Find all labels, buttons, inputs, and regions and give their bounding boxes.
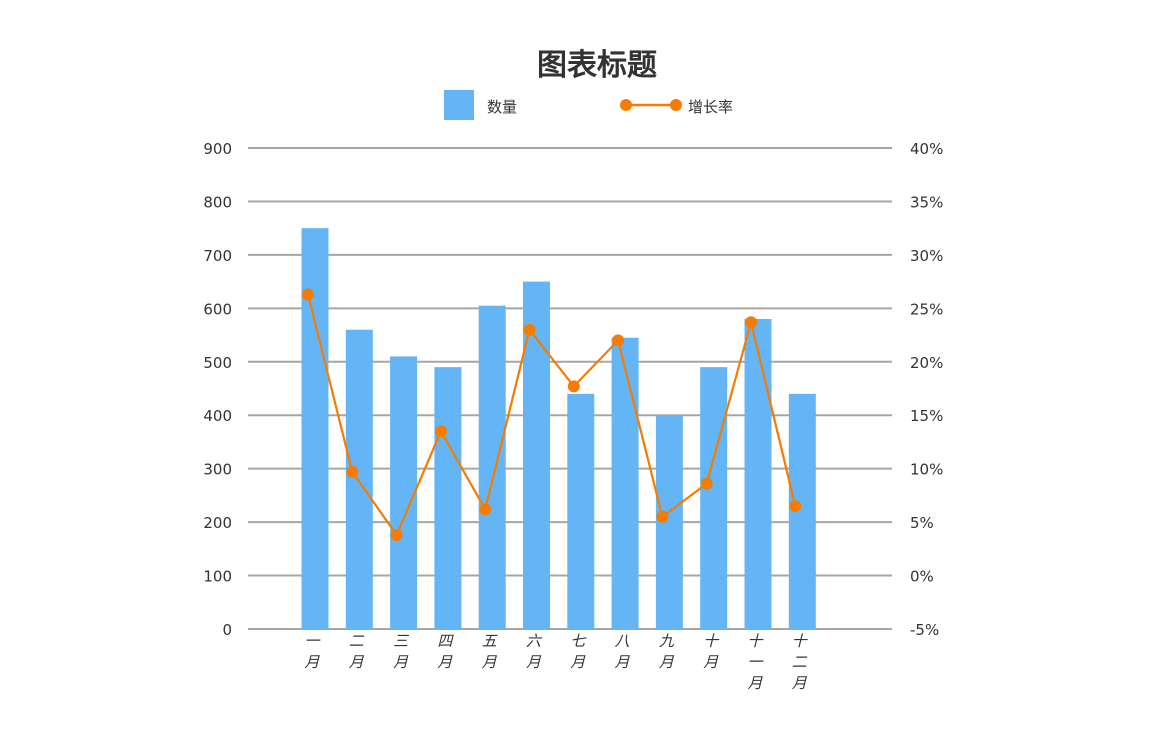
y-axis-right-labels: -5% 0% 5% 10% 15% 20% 25% 30% 35% 40% [910, 140, 943, 639]
y-right-tick-label: 20% [910, 354, 943, 372]
y-right-tick-label: 35% [910, 193, 943, 211]
y-left-tick-label: 300 [203, 461, 232, 479]
line-point [346, 465, 359, 478]
line-point [700, 477, 713, 490]
bar [611, 337, 639, 629]
bar [434, 367, 462, 629]
line-point [567, 380, 580, 393]
x-tick-label: 三月 [393, 632, 409, 671]
y-right-tick-label: 15% [910, 407, 943, 425]
legend-marker-line [670, 99, 682, 111]
y-right-tick-label: -5% [910, 621, 939, 639]
bar [700, 367, 728, 629]
y-left-tick-label: 700 [203, 247, 232, 265]
bar [390, 356, 418, 629]
chart-title: 图表标题 [537, 48, 657, 83]
y-axis-left-labels: 0 100 200 300 400 500 600 700 800 900 [203, 140, 232, 639]
y-right-tick-label: 10% [910, 461, 943, 479]
bar [478, 305, 506, 629]
line-point [302, 288, 314, 301]
bar [301, 228, 329, 629]
y-left-tick-label: 600 [203, 300, 232, 318]
legend-label-bar: 数量 [487, 98, 517, 116]
y-right-tick-label: 0% [910, 568, 934, 586]
y-left-tick-label: 200 [203, 514, 232, 532]
bar [345, 329, 373, 629]
legend-label-line: 增长率 [688, 98, 733, 116]
legend: 数量 增长率 [444, 90, 733, 120]
x-tick-label: 二月 [349, 632, 365, 671]
line-point [612, 334, 625, 347]
x-tick-label: 九月 [659, 632, 675, 671]
x-tick-label: 六月 [526, 632, 543, 671]
bar-series [301, 228, 816, 629]
line-point [656, 510, 669, 523]
y-right-tick-label: 25% [910, 300, 943, 318]
line-series [302, 288, 802, 541]
y-left-tick-label: 500 [203, 354, 232, 372]
x-tick-label: 四月 [437, 632, 454, 671]
y-right-tick-label: 5% [910, 514, 934, 532]
y-left-tick-label: 900 [203, 140, 232, 158]
legend-swatch-bar [444, 90, 474, 120]
x-tick-label: 五月 [482, 632, 498, 671]
y-right-tick-label: 40% [910, 140, 943, 158]
legend-marker-line [620, 99, 632, 111]
y-left-tick-label: 100 [203, 568, 232, 586]
line-point [434, 425, 447, 438]
bar [567, 393, 595, 629]
x-tick-label: 七月 [570, 632, 587, 671]
line-point [523, 323, 536, 336]
x-tick-label: 十二月 [792, 632, 809, 692]
y-left-tick-label: 800 [203, 193, 232, 211]
x-tick-label: 一月 [304, 632, 321, 671]
bar [744, 319, 772, 629]
y-left-tick-label: 0 [222, 621, 232, 639]
line-point [789, 500, 802, 513]
series-line [306, 294, 797, 538]
x-tick-label: 十月 [703, 632, 720, 671]
y-left-tick-label: 400 [203, 407, 232, 425]
x-tick-label: 八月 [615, 632, 631, 671]
line-point [479, 503, 492, 516]
line-point [390, 528, 403, 541]
x-tick-label: 十一月 [747, 632, 764, 692]
y-right-tick-label: 30% [910, 247, 943, 265]
line-point [745, 316, 757, 329]
